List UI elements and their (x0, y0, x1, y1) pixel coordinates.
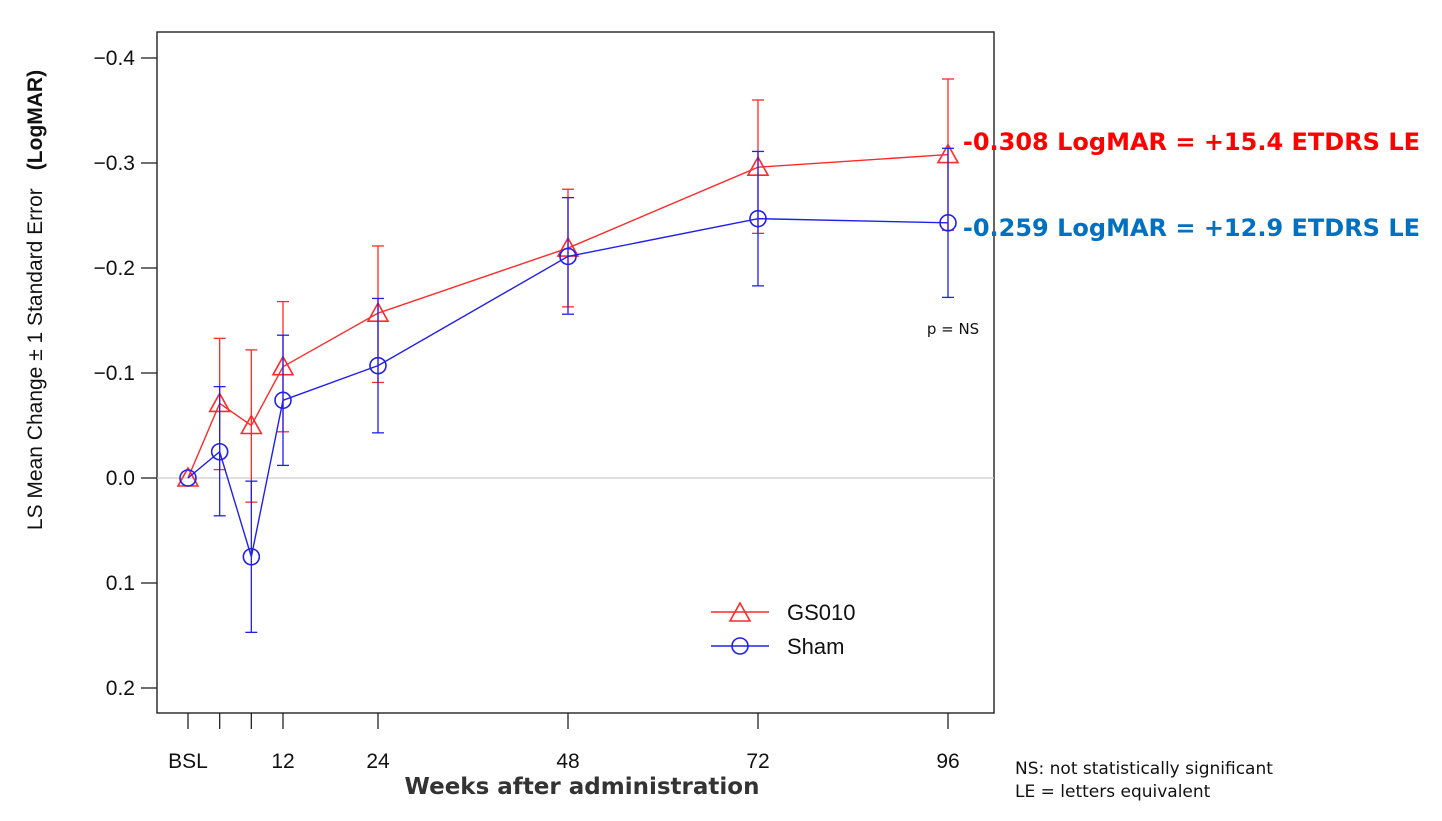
y-tick-label: −0.3 (94, 152, 135, 175)
x-tick-label: BSL (168, 750, 208, 773)
data-point-sham (749, 209, 767, 228)
y-axis-unit: (LogMAR) (24, 70, 47, 170)
y-tick-label: 0.1 (106, 572, 135, 595)
x-tick-label: 96 (936, 750, 959, 773)
legend: GS010 Sham (711, 600, 856, 659)
data-point-gs010 (239, 413, 263, 435)
data-point-sham (274, 391, 292, 410)
series-line-sham (187, 217, 949, 557)
data-point-sham (179, 469, 197, 487)
y-tick-label: 0.0 (106, 467, 135, 490)
x-axis: BSL 12 24 48 72 96 (168, 713, 960, 773)
legend-label-sham: Sham (787, 634, 844, 659)
gs010-result-annotation: -0.308 LogMAR = +15.4 ETDRS LE (963, 128, 1420, 156)
y-axis-title: LS Mean Change ± 1 Standard Error (LogMAR… (24, 70, 47, 530)
x-tick-label: 72 (746, 750, 769, 773)
y-axis-label: LS Mean Change ± 1 Standard Error (24, 188, 47, 530)
legend-marker-gs010 (728, 601, 752, 622)
note-le: LE = letters equivalent (1015, 782, 1211, 802)
series-layer (176, 78, 960, 633)
y-axis: −0.4 −0.3 −0.2 −0.1 0.0 0.1 0.2 (94, 47, 157, 700)
x-tick-label: 12 (271, 750, 294, 773)
pvalue-label: p = NS (927, 320, 979, 338)
y-tick-label: 0.2 (106, 677, 135, 700)
data-point-sham (559, 247, 577, 266)
y-tick-label: −0.2 (94, 257, 135, 280)
data-point-sham (369, 356, 387, 375)
data-point-sham (939, 214, 957, 232)
x-tick-label: 24 (366, 750, 390, 773)
x-axis-label: Weeks after administration (405, 774, 760, 800)
y-tick-label: −0.4 (94, 47, 136, 70)
note-ns: NS: not statistically significant (1015, 759, 1273, 779)
x-tick-label: 48 (556, 750, 579, 773)
data-point-sham (210, 442, 229, 461)
sham-result-annotation: -0.259 LogMAR = +12.9 ETDRS LE (963, 214, 1420, 242)
legend-label-gs010: GS010 (787, 600, 856, 625)
series-line-gs010 (187, 153, 949, 479)
y-tick-label: −0.1 (94, 362, 135, 385)
legend-marker-sham (731, 637, 749, 655)
series-sham (179, 147, 957, 633)
data-point-sham (242, 547, 261, 566)
